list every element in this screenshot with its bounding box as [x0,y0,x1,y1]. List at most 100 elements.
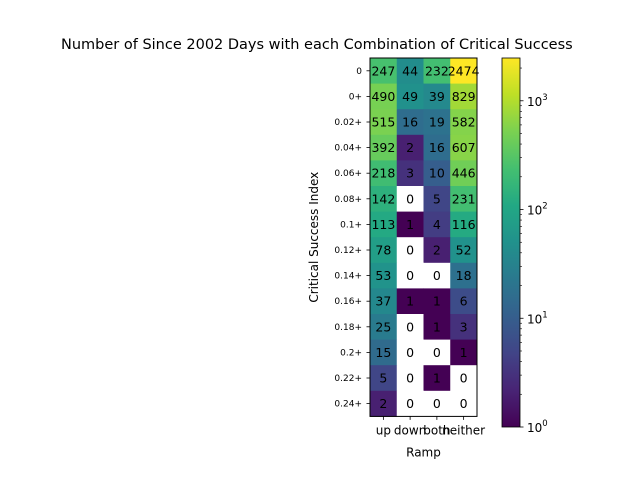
y-tick-label: 0.06+ [334,169,362,179]
cell-value-label: 607 [452,140,476,155]
cell-value-label: 19 [429,115,445,130]
heatmap-cell [396,339,424,366]
heatmap-cell [396,314,424,340]
heatmap-cell [370,109,398,136]
y-tick-label: 0.22+ [334,374,362,384]
colorbar-tick-label: 101 [527,310,548,326]
heatmap-cell [396,237,424,264]
plot-frame [369,57,478,417]
cell-value-label: 1 [406,217,414,232]
cell-value-label: 231 [452,191,476,206]
x-axis-label: Ramp [406,445,441,459]
heatmap-cell [396,262,424,289]
cell-value-label: 1 [433,371,441,386]
cell-value-label: 5 [433,191,441,206]
heatmap-cell [370,211,398,238]
y-tick-label: 0.2+ [340,348,362,358]
heatmap-cell [450,58,478,84]
y-tick-label: 0.1+ [340,220,362,230]
heatmap-cell [396,109,424,136]
cell-value-label: 15 [375,345,391,360]
heatmap-cell [370,288,398,315]
cell-value-label: 0 [460,371,468,386]
colorbar-tick-label: 102 [527,202,548,218]
y-tick-label: 0.08+ [334,195,362,205]
heatmap-cell [450,237,478,264]
cell-value-label: 10 [429,166,445,181]
heatmap-cell [423,211,451,238]
cell-value-label: 39 [429,89,445,104]
heatmap-cell [423,186,451,212]
cell-value-label: 16 [402,115,418,130]
heatmap-cell [396,390,424,417]
cell-value-label: 1 [433,319,441,334]
y-tick-label: 0.04+ [334,144,362,154]
colorbar: 100 101 102 103 [501,57,548,435]
heatmap-cell [370,83,398,110]
cell-value-label: 829 [452,89,476,104]
heatmap-cell [423,365,451,392]
y-tick-label: 0.18+ [334,323,362,333]
cell-value-label: 515 [371,115,395,130]
cell-value-label: 0 [406,345,414,360]
heatmap-cell [370,58,398,84]
cell-value-label: 218 [371,166,395,181]
cell-value-label: 18 [456,268,472,283]
heatmap-cell [423,314,451,340]
heatmap-cell [370,339,398,366]
heatmap-cell [396,83,424,110]
y-tick-label: 0.12+ [334,246,362,256]
heatmap-cell [423,58,451,84]
cell-value-label: 52 [456,243,472,258]
cell-value-label: 16 [429,140,445,155]
cell-value-label: 1 [460,345,468,360]
cell-value-label: 490 [371,89,395,104]
y-tick-label: 0.16+ [334,297,362,307]
cell-value-label: 0 [433,345,441,360]
cell-value-label: 0 [406,191,414,206]
cell-value-label: 3 [406,166,414,181]
y-tick-label: 0 [356,67,362,77]
heatmap-cell [396,160,424,187]
cell-value-label: 0 [433,396,441,411]
cell-value-label: 2474 [448,63,480,78]
cell-value-label: 2 [433,243,441,258]
heatmap-cell [396,134,424,161]
colorbar-tick-label: 100 [527,419,548,435]
heatmap-cell [423,160,451,187]
cell-value-label: 3 [460,319,468,334]
y-axis-label: Critical Success Index [307,172,321,303]
y-tick-label: 0.24+ [334,400,362,410]
heatmap-cell [423,83,451,110]
cell-value-label: 37 [375,294,391,309]
heatmap-cell [396,58,424,84]
x-tick-label: both [423,423,450,437]
cell-value-label: 44 [402,63,418,78]
x-tick-label: up [376,423,391,437]
cell-value-label: 116 [452,217,476,232]
cell-value-label: 2 [406,140,414,155]
cell-value-label: 1 [406,294,414,309]
heatmap-cell [423,390,451,417]
cell-value-label: 0 [460,396,468,411]
heatmap-cell [450,160,478,187]
heatmap-cell [450,314,478,340]
heatmap-cell [423,288,451,315]
heatmap-cell [370,134,398,161]
cell-value-label: 0 [406,243,414,258]
x-tick-label: neither [442,423,485,437]
heatmap-cell [370,390,398,417]
heatmap-cell [370,262,398,289]
heatmap-cell [450,390,478,417]
cell-value-label: 142 [371,191,395,206]
heatmap-cell [450,211,478,238]
cell-value-label: 0 [406,371,414,386]
cell-value-label: 0 [433,268,441,283]
cell-value-label: 0 [406,268,414,283]
cell-value-label: 25 [375,319,391,334]
cell-value-label: 6 [460,294,468,309]
y-tick-label: 0.14+ [334,272,362,282]
heatmap-cell [396,288,424,315]
